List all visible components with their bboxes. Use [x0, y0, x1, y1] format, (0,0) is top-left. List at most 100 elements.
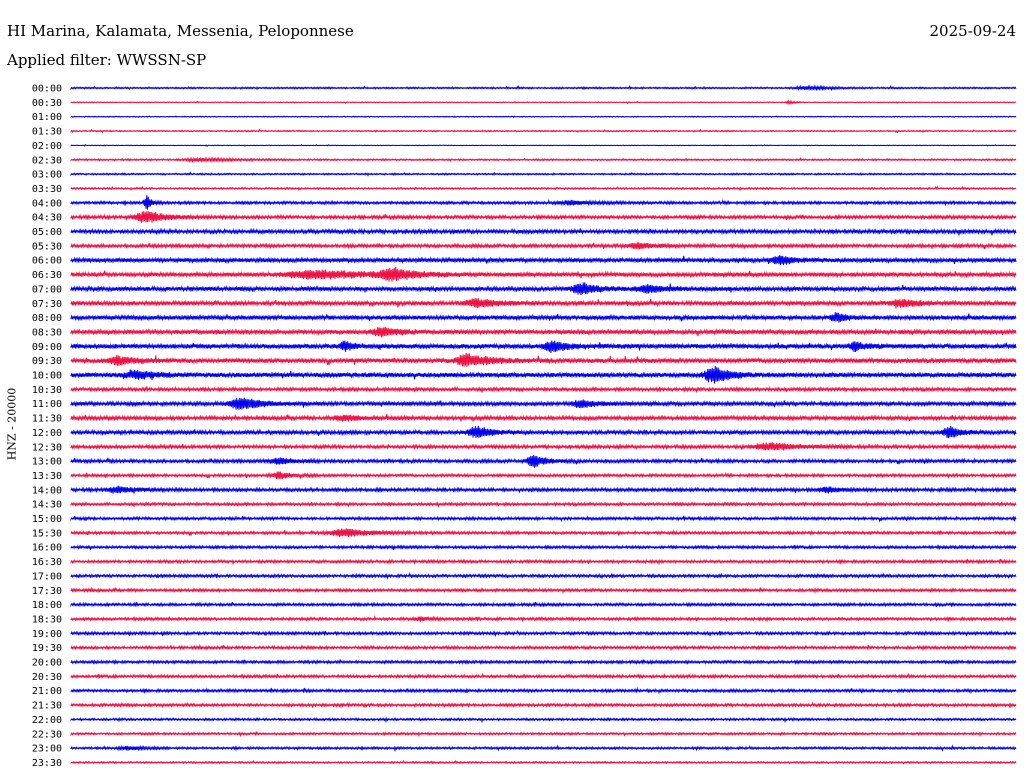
time-tick-label: 04:00 — [32, 198, 62, 209]
trace-line — [70, 643, 1017, 652]
time-tick-label: 13:00 — [32, 457, 62, 468]
time-tick-label: 08:30 — [32, 327, 62, 338]
time-tick-label: 05:30 — [32, 241, 62, 252]
time-tick-label: 12:00 — [32, 428, 62, 439]
trace-line — [70, 171, 1017, 177]
trace-line — [70, 686, 1017, 695]
time-tick-label: 20:00 — [32, 658, 62, 669]
trace-line — [70, 701, 1017, 709]
time-tick-label: 07:30 — [32, 299, 62, 310]
trace-line — [70, 744, 1017, 753]
time-tick-label: 21:00 — [32, 686, 62, 697]
time-tick-label: 11:00 — [32, 399, 62, 410]
trace-line — [70, 298, 1017, 309]
time-tick-label: 02:30 — [32, 155, 62, 166]
time-tick-label: 16:30 — [32, 557, 62, 568]
time-tick-label: 09:00 — [32, 342, 62, 353]
trace-line — [70, 242, 1017, 250]
time-tick-label: 17:00 — [32, 571, 62, 582]
trace-line — [70, 659, 1017, 665]
time-tick-label: 06:30 — [32, 270, 62, 281]
time-tick-label: 10:30 — [32, 385, 62, 396]
trace-line — [70, 397, 1017, 410]
trace-line — [70, 99, 1017, 106]
time-tick-label: 14:30 — [32, 500, 62, 511]
trace-line — [70, 115, 1017, 119]
trace-line — [70, 717, 1017, 724]
time-tick-label: 10:00 — [32, 371, 62, 382]
time-tick-label: 23:00 — [32, 744, 62, 755]
trace-line — [70, 352, 1017, 367]
time-tick-label: 18:30 — [32, 614, 62, 625]
trace-line — [70, 128, 1017, 134]
trace-line — [70, 730, 1017, 738]
time-tick-label: 18:00 — [32, 600, 62, 611]
trace-line — [70, 156, 1017, 164]
time-tick-label: 20:30 — [32, 672, 62, 683]
time-tick-label: 19:30 — [32, 643, 62, 654]
trace-line — [70, 759, 1017, 765]
trace-line — [70, 471, 1017, 480]
trace-line — [70, 515, 1017, 523]
time-tick-label: 19:00 — [32, 629, 62, 640]
time-tick-label: 07:00 — [32, 284, 62, 295]
trace-line — [70, 227, 1017, 236]
trace-line — [70, 601, 1017, 608]
time-tick-label: 00:30 — [32, 98, 62, 109]
time-tick-label: 11:30 — [32, 414, 62, 425]
time-tick-label: 12:30 — [32, 442, 62, 453]
time-tick-label: 05:00 — [32, 227, 62, 238]
time-tick-label: 01:00 — [32, 112, 62, 123]
trace-line — [70, 84, 1017, 92]
trace-line — [70, 425, 1017, 439]
time-tick-label: 16:00 — [32, 543, 62, 554]
trace-line — [70, 544, 1017, 551]
time-tick-label: 21:30 — [32, 701, 62, 712]
time-tick-label: 15:30 — [32, 528, 62, 539]
time-tick-label: 17:30 — [32, 586, 62, 597]
trace-line — [70, 586, 1017, 595]
trace-line — [70, 195, 1017, 210]
trace-line — [70, 326, 1017, 338]
time-tick-label: 04:30 — [32, 213, 62, 224]
trace-line — [70, 528, 1017, 537]
time-tick-label: 03:30 — [32, 184, 62, 195]
time-tick-label: 15:00 — [32, 514, 62, 525]
trace-line — [70, 282, 1017, 295]
time-tick-label: 01:30 — [32, 127, 62, 138]
trace-line — [70, 442, 1017, 451]
time-tick-label: 13:30 — [32, 471, 62, 482]
trace-line — [70, 340, 1017, 354]
time-tick-label: 08:00 — [32, 313, 62, 324]
trace-line — [70, 672, 1017, 680]
trace-line — [70, 572, 1017, 580]
trace-line — [70, 413, 1017, 422]
time-tick-label: 09:30 — [32, 356, 62, 367]
time-tick-label: 06:00 — [32, 256, 62, 267]
trace-line — [70, 615, 1017, 623]
time-tick-label: 23:30 — [32, 758, 62, 769]
date-label: 2025-09-24 — [929, 22, 1016, 40]
trace-line — [70, 211, 1017, 223]
trace-line — [70, 485, 1017, 494]
trace-line — [70, 185, 1017, 192]
trace-line — [70, 255, 1017, 266]
time-tick-label: 22:00 — [32, 715, 62, 726]
trace-line — [70, 267, 1017, 282]
filter-label: Applied filter: WWSSN-SP — [7, 51, 207, 69]
trace-line — [70, 501, 1017, 509]
trace-line — [70, 143, 1017, 147]
station-title: HI Marina, Kalamata, Messenia, Peloponne… — [7, 22, 354, 40]
time-tick-label: 03:00 — [32, 170, 62, 181]
trace-line — [70, 385, 1017, 394]
time-tick-label: 00:00 — [32, 84, 62, 95]
time-tick-label: 14:00 — [32, 485, 62, 496]
trace-line — [70, 629, 1017, 638]
time-tick-label: 02:00 — [32, 141, 62, 152]
trace-line — [70, 312, 1017, 323]
time-tick-label: 22:30 — [32, 729, 62, 740]
trace-line — [70, 558, 1017, 566]
trace-line — [70, 455, 1017, 468]
